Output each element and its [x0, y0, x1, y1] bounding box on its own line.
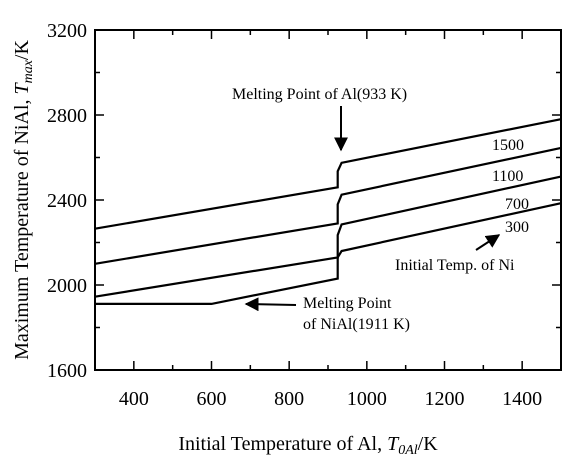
series-label-1500: 1500	[492, 137, 524, 154]
annotation-melting-al: Melting Point of Al(933 K)	[232, 86, 407, 103]
labels: 400 600 800 1000 1200 1400 1600 2000 2400 2800 320…	[47, 20, 542, 410]
y-tick-label: 3200	[47, 20, 87, 42]
series-label-1100: 1100	[492, 168, 523, 185]
annotation-initial-temp: Initial Temp. of Ni	[395, 257, 515, 274]
y-tick-label: 2000	[47, 275, 87, 297]
annotation-melting-nial-line2: of NiAl(1911 K)	[303, 316, 410, 333]
arrow-initial-temp	[475, 234, 501, 251]
y-tick-label: 1600	[47, 360, 87, 382]
y-tick-label: 2800	[47, 105, 87, 127]
plot-frame	[94, 29, 562, 371]
x-tick-label: 400	[119, 388, 149, 410]
x-tick-label: 600	[197, 388, 227, 410]
x-tick-label: 800	[274, 388, 304, 410]
arrow-melting-nial	[244, 297, 297, 312]
x-axis-label: Initial Temperature of Al, T0Al/K	[178, 433, 438, 457]
series-line-700	[94, 175, 562, 298]
curves	[94, 118, 562, 305]
series-line-1500	[94, 118, 562, 230]
y-axis-label: Maximum Temperature of NiAl, Tmax/K	[11, 40, 36, 360]
series-line-300	[95, 202, 562, 305]
annotation-melting-nial-line1: Melting Point	[303, 295, 392, 312]
series-label-300: 300	[505, 219, 529, 236]
x-tick-label: 1000	[347, 388, 387, 410]
y-tick-label: 2400	[47, 190, 87, 212]
series-label-700: 700	[505, 196, 529, 213]
x-tick-label: 1200	[425, 388, 465, 410]
x-tick-label: 1400	[502, 388, 542, 410]
series-line-1100	[94, 146, 562, 265]
